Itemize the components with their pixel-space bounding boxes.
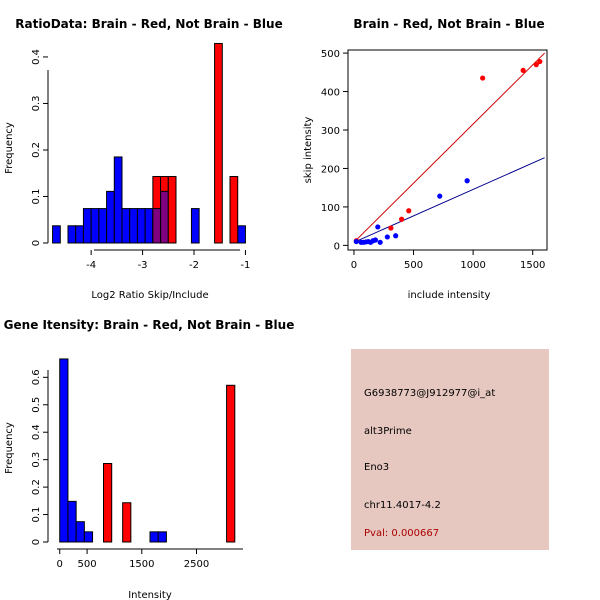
probe-info-panel: G6938773@J912977@i_at alt3Prime Eno3 chr… bbox=[351, 349, 549, 550]
scatter-point-not-brain bbox=[353, 238, 359, 245]
gene-histogram-title: Gene Itensity: Brain - Red, Not Brain - … bbox=[4, 318, 295, 332]
ratio-bar-overlap bbox=[152, 208, 162, 244]
ratio-x-tick-label: -1 bbox=[240, 260, 250, 271]
scatter-point-not-brain bbox=[372, 237, 379, 243]
scatter-title: Brain - Red, Not Brain - Blue bbox=[353, 17, 544, 31]
gene-bar-not-brain bbox=[59, 358, 69, 543]
scatter-point-not-brain bbox=[464, 178, 470, 184]
ratio-bar-overlap bbox=[160, 190, 169, 244]
scatter-y-tick-label: 100 bbox=[321, 203, 340, 214]
scatter-frame bbox=[347, 49, 548, 251]
scatter-x-tick-label: 0 bbox=[351, 260, 357, 271]
gene-y-tick-label: 0.4 bbox=[31, 424, 42, 440]
scatter-y-tick-label: 400 bbox=[321, 88, 340, 99]
ratio-x-label: Log2 Ratio Skip/Include bbox=[91, 290, 208, 301]
scatter-y-tick-label: 200 bbox=[321, 164, 340, 175]
gene-x-tick-label: 2500 bbox=[184, 559, 209, 570]
ratio-bar-not-brain bbox=[237, 225, 246, 244]
scatter-y-tick-label: 500 bbox=[321, 49, 340, 60]
gene-bar-not-brain bbox=[67, 500, 77, 543]
scatter-point-brain bbox=[537, 58, 543, 65]
scatter-y-label: skip intensity bbox=[303, 117, 314, 184]
ratio-bar-not-brain bbox=[106, 190, 115, 244]
gene-bar-not-brain bbox=[75, 521, 85, 543]
scatter-x-tick-label: 500 bbox=[404, 260, 423, 271]
ratio-bar-not-brain bbox=[52, 225, 61, 244]
ratio-histogram-title: RatioData: Brain - Red, Not Brain - Blue bbox=[15, 17, 282, 31]
ratio-bar-not-brain bbox=[98, 208, 108, 244]
scatter-x-tick-label: 1500 bbox=[520, 260, 545, 271]
scatter-point-not-brain bbox=[375, 224, 381, 230]
gene-bar-not-brain bbox=[149, 531, 159, 543]
ratio-bar-not-brain bbox=[144, 208, 154, 244]
scatter-fit-line-brain bbox=[353, 52, 545, 243]
gene-x-label: Intensity bbox=[128, 590, 172, 600]
gene-y-tick-label: 0.3 bbox=[31, 452, 42, 468]
ratio-bar-not-brain bbox=[67, 225, 77, 244]
ratio-bar-not-brain bbox=[129, 208, 138, 244]
ratio-bar-not-brain bbox=[121, 208, 131, 244]
gene-y-tick-label: 0.2 bbox=[31, 479, 42, 495]
gene-y-tick-label: 0 bbox=[31, 539, 42, 545]
ratio-bar-not-brain bbox=[90, 208, 100, 244]
intensity-scatter: Brain - Red, Not Brain - Blue 0 500 1000 15… bbox=[303, 17, 548, 301]
ratio-y-label: Frequency bbox=[4, 122, 15, 174]
ratio-bar-brain bbox=[167, 175, 177, 244]
gene-x-tick-label: 1500 bbox=[129, 559, 154, 570]
gene-name: Eno3 bbox=[364, 462, 389, 473]
ratio-bar-not-brain bbox=[113, 156, 123, 244]
ratio-x-tick-label: -4 bbox=[86, 260, 96, 271]
ratio-bar-brain bbox=[229, 175, 239, 244]
ratio-y-tick-label: 0.3 bbox=[31, 96, 42, 112]
ratio-bar-not-brain bbox=[82, 208, 92, 244]
ratio-y-tick-label: 0.1 bbox=[31, 189, 42, 205]
gene-intensity-histogram: Gene Itensity: Brain - Red, Not Brain - … bbox=[4, 318, 295, 600]
ratio-y-tick-label: 0 bbox=[31, 240, 42, 246]
scatter-point-brain bbox=[406, 208, 412, 214]
ratio-bar-not-brain bbox=[75, 225, 84, 244]
scatter-point-not-brain bbox=[377, 239, 383, 245]
gene-y-tick-label: 0.1 bbox=[31, 507, 42, 523]
scatter-x-tick-label: 1000 bbox=[460, 260, 485, 271]
gene-y-tick-label: 0.5 bbox=[31, 397, 42, 413]
scatter-point-brain bbox=[388, 225, 394, 231]
scatter-point-not-brain bbox=[393, 233, 399, 239]
scatter-x-label: include intensity bbox=[408, 290, 491, 301]
ratio-bar-not-brain bbox=[190, 208, 200, 244]
scatter-y-tick-label: 0 bbox=[334, 241, 340, 252]
ratio-bar-not-brain bbox=[136, 208, 146, 244]
ratio-y-tick-label: 0.4 bbox=[31, 49, 42, 65]
ratio-bar-brain bbox=[214, 42, 223, 244]
gene-bar-brain bbox=[122, 502, 132, 543]
p-value: Pval: 0.000667 bbox=[364, 528, 439, 539]
scatter-point-brain bbox=[480, 75, 486, 81]
genomic-location: chr11.4017-4.2 bbox=[364, 500, 441, 511]
scatter-point-brain bbox=[533, 62, 539, 68]
probe-id: G6938773@J912977@i_at bbox=[364, 388, 495, 399]
ratio-x-tick-label: -2 bbox=[189, 260, 199, 271]
gene-bar-not-brain bbox=[157, 531, 167, 543]
ratio-y-tick-label: 0.2 bbox=[31, 142, 42, 158]
scatter-point-not-brain bbox=[437, 193, 443, 199]
event-type: alt3Prime bbox=[364, 426, 412, 437]
scatter-point-not-brain bbox=[384, 234, 390, 240]
gene-x-tick-label: 0 bbox=[57, 559, 63, 570]
gene-y-tick-label: 0.6 bbox=[31, 369, 42, 385]
gene-bar-brain bbox=[103, 463, 113, 543]
gene-y-label: Frequency bbox=[4, 422, 15, 474]
info-panel-background bbox=[351, 349, 549, 550]
scatter-point-brain bbox=[399, 216, 405, 222]
scatter-fit-line-not-brain bbox=[353, 157, 545, 243]
gene-bar-not-brain bbox=[83, 531, 94, 543]
gene-x-tick-label: 500 bbox=[78, 559, 97, 570]
ratio-x-tick-label: -3 bbox=[138, 260, 148, 271]
ratio-histogram: RatioData: Brain - Red, Not Brain - Blue… bbox=[4, 17, 283, 301]
gene-bar-brain bbox=[226, 384, 236, 543]
scatter-y-tick-label: 300 bbox=[321, 126, 340, 137]
scatter-point-brain bbox=[520, 67, 526, 73]
